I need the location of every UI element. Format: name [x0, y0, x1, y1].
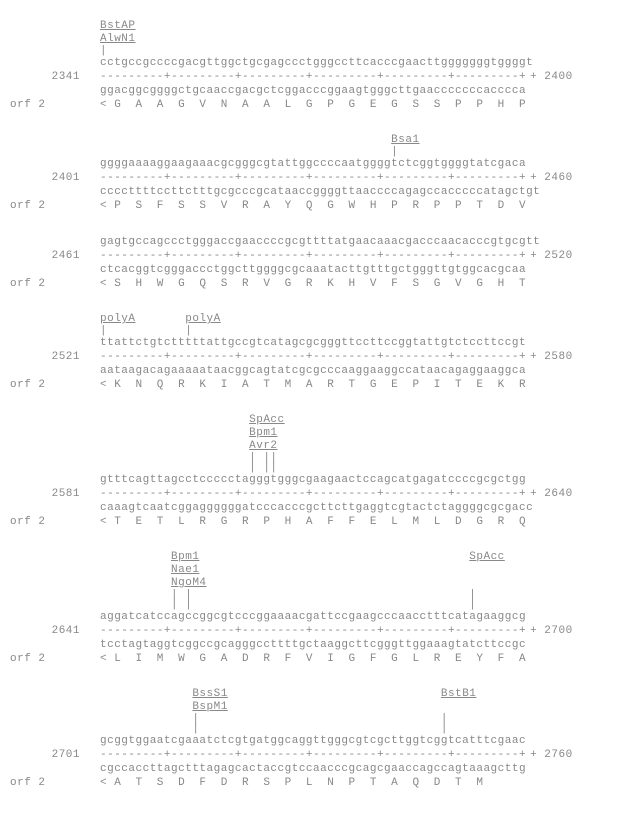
top-strand: cctgccgccccgacgttggctgcgagccctgggccttcac…	[10, 56, 630, 70]
ruler-row: 2341---------+---------+---------+------…	[10, 70, 630, 84]
bottom-strand: cgccaccttagctttagagcactaccgtccaacccgcagc…	[10, 762, 630, 776]
tick-row: | |	[100, 724, 630, 734]
pos-end: + 2700	[530, 625, 573, 637]
enzyme-label: BssS1	[192, 688, 228, 700]
orf-translation: orf 2< A T S D F D R S P L N P T A Q D T…	[10, 776, 630, 790]
ruler-row: 2641---------+---------+---------+------…	[10, 624, 630, 638]
enzyme-site-row: SpAcc	[100, 414, 630, 427]
orf-label: orf 2	[10, 199, 80, 213]
tick-row: | |	[100, 326, 630, 336]
enzyme-label: Nae1	[171, 564, 199, 576]
orf-label: orf 2	[10, 776, 80, 790]
enzyme-label: Bpm1	[249, 427, 277, 439]
enzyme-site-row: Nae1	[100, 564, 630, 577]
bottom-strand: caaagtcaatcggaggggggatcccacccgcttcttgagg…	[10, 501, 630, 515]
pos-start: 2701	[10, 748, 80, 762]
enzyme-label: polyA	[185, 313, 221, 325]
enzyme-site-row: BstAP	[100, 20, 630, 33]
enzyme-label: SpAcc	[249, 414, 285, 426]
top-strand: aggatcatccagccggcgtcccggaaaacgattccgaagc…	[10, 610, 630, 624]
tick-row: | | |	[100, 600, 630, 610]
pos-end: + 2640	[530, 488, 573, 500]
enzyme-label: Bsa1	[391, 134, 419, 146]
top-strand: gagtgccagccctgggaccgaaccccgcgttttatgaaca…	[10, 235, 630, 249]
enzyme-label: Bpm1	[171, 551, 199, 563]
bottom-strand: tcctagtaggtcggccgcagggccttttgctaaggcttcg…	[10, 638, 630, 652]
enzyme-label: AlwN1	[100, 33, 136, 45]
ruler-row: 2521---------+---------+---------+------…	[10, 350, 630, 364]
sequence-block: SpAcc Bpm1 Avr2	[10, 414, 630, 529]
orf-translation: orf 2< G A A G V N A A L G P G E G S S P…	[10, 98, 630, 112]
enzyme-label: polyA	[100, 313, 136, 325]
sequence-block: Bsa1 |ggggaaaaggaagaaacgcgggcgtattggcccc…	[10, 134, 630, 213]
enzyme-site-row: AlwN1	[100, 33, 630, 46]
pos-end: + 2520	[530, 250, 573, 262]
orf-label: orf 2	[10, 652, 80, 666]
orf-label: orf 2	[10, 378, 80, 392]
tick-row: | ||	[100, 463, 630, 473]
pos-start: 2461	[10, 249, 80, 263]
top-strand: ttattctgtctttttattgccgtcatagcgcgggttcctt…	[10, 336, 630, 350]
pos-end: + 2400	[530, 71, 573, 83]
pos-end: + 2760	[530, 749, 573, 761]
orf-label: orf 2	[10, 98, 80, 112]
enzyme-site-row: Bpm1 SpAcc	[100, 551, 630, 564]
pos-start: 2401	[10, 171, 80, 185]
orf-translation: orf 2< K N Q R K I A T M A R T G E P I T…	[10, 378, 630, 392]
enzyme-label: BstAP	[100, 20, 136, 32]
sequence-block: Bpm1 SpAcc Nae1 NgoM4	[10, 551, 630, 666]
top-strand: gtttcagttagcctccccctagggtgggcgaagaactcca…	[10, 473, 630, 487]
enzyme-site-row: BssS1 BstB1	[100, 688, 630, 701]
pos-start: 2341	[10, 70, 80, 84]
orf-translation: orf 2< L I M W G A D R F V I G F G L R E…	[10, 652, 630, 666]
enzyme-label: BstB1	[441, 688, 477, 700]
enzyme-label: Avr2	[249, 440, 277, 452]
pos-end: + 2580	[530, 351, 573, 363]
tick-row: |	[100, 147, 630, 157]
top-strand: ggggaaaaggaagaaacgcgggcgtattggccccaatggg…	[10, 157, 630, 171]
top-strand: gcggtggaatcgaaatctcgtgatggcaggttgggcgtcg…	[10, 734, 630, 748]
ruler-row: 2701---------+---------+---------+------…	[10, 748, 630, 762]
ruler-row: 2581---------+---------+---------+------…	[10, 487, 630, 501]
bottom-strand: aataagacagaaaaataacggcagtatcgcgcccaaggaa…	[10, 364, 630, 378]
ruler-row: 2461---------+---------+---------+------…	[10, 249, 630, 263]
enzyme-label: BspM1	[192, 701, 228, 713]
pos-start: 2521	[10, 350, 80, 364]
orf-label: orf 2	[10, 515, 80, 529]
bottom-strand: ccccttttccttctttgcgcccgcataaccggggttaacc…	[10, 185, 630, 199]
sequence-block: BstAP AlwN1 |cctgccgccccgacgttggctgcgagc…	[10, 20, 630, 112]
enzyme-label: NgoM4	[171, 577, 207, 589]
sequence-block: gagtgccagccctgggaccgaaccccgcgttttatgaaca…	[10, 235, 630, 291]
bottom-strand: ggacggcggggctgcaaccgacgctcggacccggaagtgg…	[10, 84, 630, 98]
tick-row: |	[100, 46, 630, 56]
pos-end: + 2460	[530, 172, 573, 184]
ruler-row: 2401---------+---------+---------+------…	[10, 171, 630, 185]
sequence-block: BssS1 BstB1 BspM1 | | |	[10, 688, 630, 790]
bottom-strand: ctcacggtcgggaccctggcttggggcgcaaatacttgtt…	[10, 263, 630, 277]
pos-start: 2581	[10, 487, 80, 501]
orf-translation: orf 2< T E T L R G R P H A F F E L M L D…	[10, 515, 630, 529]
sequence-block: polyA polyA | |ttattctgtctttttattgccgtca…	[10, 313, 630, 392]
orf-label: orf 2	[10, 277, 80, 291]
pos-start: 2641	[10, 624, 80, 638]
enzyme-label: SpAcc	[469, 551, 505, 563]
enzyme-site-row: Bpm1	[100, 427, 630, 440]
orf-translation: orf 2< S H W G Q S R V G R K H V F S G V…	[10, 277, 630, 291]
orf-translation: orf 2< P S F S S V R A Y Q G W H P R P P…	[10, 199, 630, 213]
